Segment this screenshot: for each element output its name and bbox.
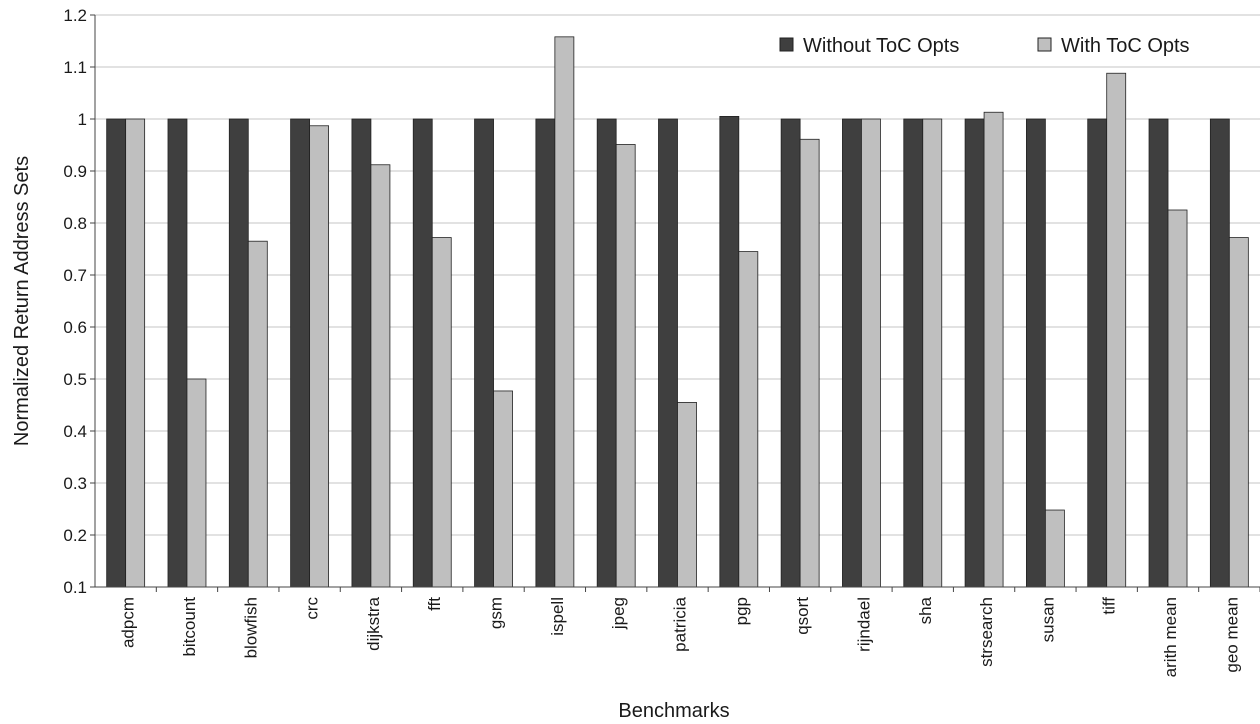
bar-without-qsort xyxy=(780,118,801,588)
x-tick-label: bitcount xyxy=(180,597,199,657)
bar-without-crc xyxy=(290,118,311,588)
y-tick-labels: 0.1 0.2 0.3 0.4 0.5 0.6 0.7 0.8 0.9 1 1.1 1.2 xyxy=(63,6,95,597)
bar-with-sha xyxy=(922,118,943,588)
y-tick-label: 0.3 xyxy=(63,474,87,493)
y-tick-label: 0.7 xyxy=(63,266,87,285)
bar-without-rijndael xyxy=(842,118,862,588)
y-tick-label: 0.4 xyxy=(63,422,87,441)
x-tick-label: qsort xyxy=(793,597,812,635)
bar-with-rijndael xyxy=(861,118,881,588)
y-tick-label: 0.1 xyxy=(63,578,87,597)
x-tick-label: susan xyxy=(1038,597,1057,642)
bar-without-gsm xyxy=(474,118,494,588)
x-tick-label: geo mean xyxy=(1222,597,1241,673)
bar-without-fft xyxy=(412,118,433,588)
legend: Without ToC Opts With ToC Opts xyxy=(779,35,1190,57)
legend-label-without: Without ToC Opts xyxy=(803,35,959,57)
bar-with-strsearch xyxy=(983,111,1004,588)
bar-without-arith-mean xyxy=(1148,118,1169,588)
bar-without-blowfish xyxy=(228,118,249,588)
x-tick-label: ispell xyxy=(548,597,567,636)
bar-without-strsearch xyxy=(964,118,985,588)
x-tick-label: sha xyxy=(916,596,935,624)
x-tick-label: rijndael xyxy=(854,597,873,652)
bar-without-adpcm xyxy=(106,118,127,588)
legend-label-with: With ToC Opts xyxy=(1061,35,1190,57)
y-tick-label: 0.9 xyxy=(63,162,87,181)
bar-with-geo-mean xyxy=(1228,237,1249,588)
x-tick-label: arith mean xyxy=(1161,597,1180,677)
bar-with-qsort xyxy=(799,138,820,588)
bar-with-crc xyxy=(309,125,330,588)
bar-with-fft xyxy=(431,237,452,588)
x-tick-labels: adpcm bitcount blowfish crc dijkstra fft gsm is… xyxy=(119,587,1260,677)
bar-without-tiff xyxy=(1087,118,1108,588)
x-tick-label: strsearch xyxy=(977,597,996,667)
x-tick-label: gsm xyxy=(487,597,506,629)
x-axis-title: Benchmarks xyxy=(618,700,729,722)
bar-without-ispell xyxy=(535,118,556,588)
bar-with-bitcount xyxy=(186,378,207,588)
bar-with-pgp xyxy=(738,251,759,588)
x-tick-label: pgp xyxy=(732,597,751,625)
bar-without-susan xyxy=(1025,118,1046,588)
bar-without-pgp xyxy=(719,116,740,588)
x-tick-label: tiff xyxy=(1100,597,1119,615)
y-tick-label: 0.6 xyxy=(63,318,87,337)
legend-swatch-with xyxy=(1037,37,1052,52)
bar-with-dijkstra xyxy=(370,164,391,588)
bar-with-blowfish xyxy=(247,240,268,588)
x-tick-label: patricia xyxy=(671,596,690,651)
bar-without-geo-mean xyxy=(1209,118,1230,588)
bar-without-sha xyxy=(903,118,924,588)
y-tick-label: 1 xyxy=(78,110,87,129)
y-axis-title: Normalized Return Address Sets xyxy=(11,156,33,446)
bar-without-bitcount xyxy=(167,118,188,588)
x-tick-label: jpeg xyxy=(609,597,628,630)
y-tick-label: 1.1 xyxy=(63,58,87,77)
x-tick-label: crc xyxy=(303,597,322,620)
x-tick-label: dijkstra xyxy=(364,596,383,650)
bar-with-adpcm xyxy=(125,118,146,588)
y-tick-label: 0.8 xyxy=(63,214,87,233)
bar-with-gsm xyxy=(493,390,513,588)
bar-without-patricia xyxy=(658,118,678,588)
x-tick-label: fft xyxy=(425,597,444,611)
x-tick-label: blowfish xyxy=(241,597,260,658)
y-tick-label: 1.2 xyxy=(63,6,87,25)
bar-without-dijkstra xyxy=(351,118,372,588)
bars xyxy=(106,36,1249,588)
x-tick-label: adpcm xyxy=(119,597,138,648)
legend-swatch-without xyxy=(779,37,794,52)
bar-without-jpeg xyxy=(596,118,617,588)
y-tick-label: 0.2 xyxy=(63,526,87,545)
bar-with-tiff xyxy=(1106,72,1127,588)
bar-with-arith-mean xyxy=(1167,209,1188,588)
y-tick-label: 0.5 xyxy=(63,370,87,389)
axes xyxy=(94,15,1260,588)
bar-with-patricia xyxy=(677,401,697,588)
bar-with-ispell xyxy=(554,36,575,588)
bar-with-jpeg xyxy=(615,144,636,588)
bar-with-susan xyxy=(1044,509,1065,588)
